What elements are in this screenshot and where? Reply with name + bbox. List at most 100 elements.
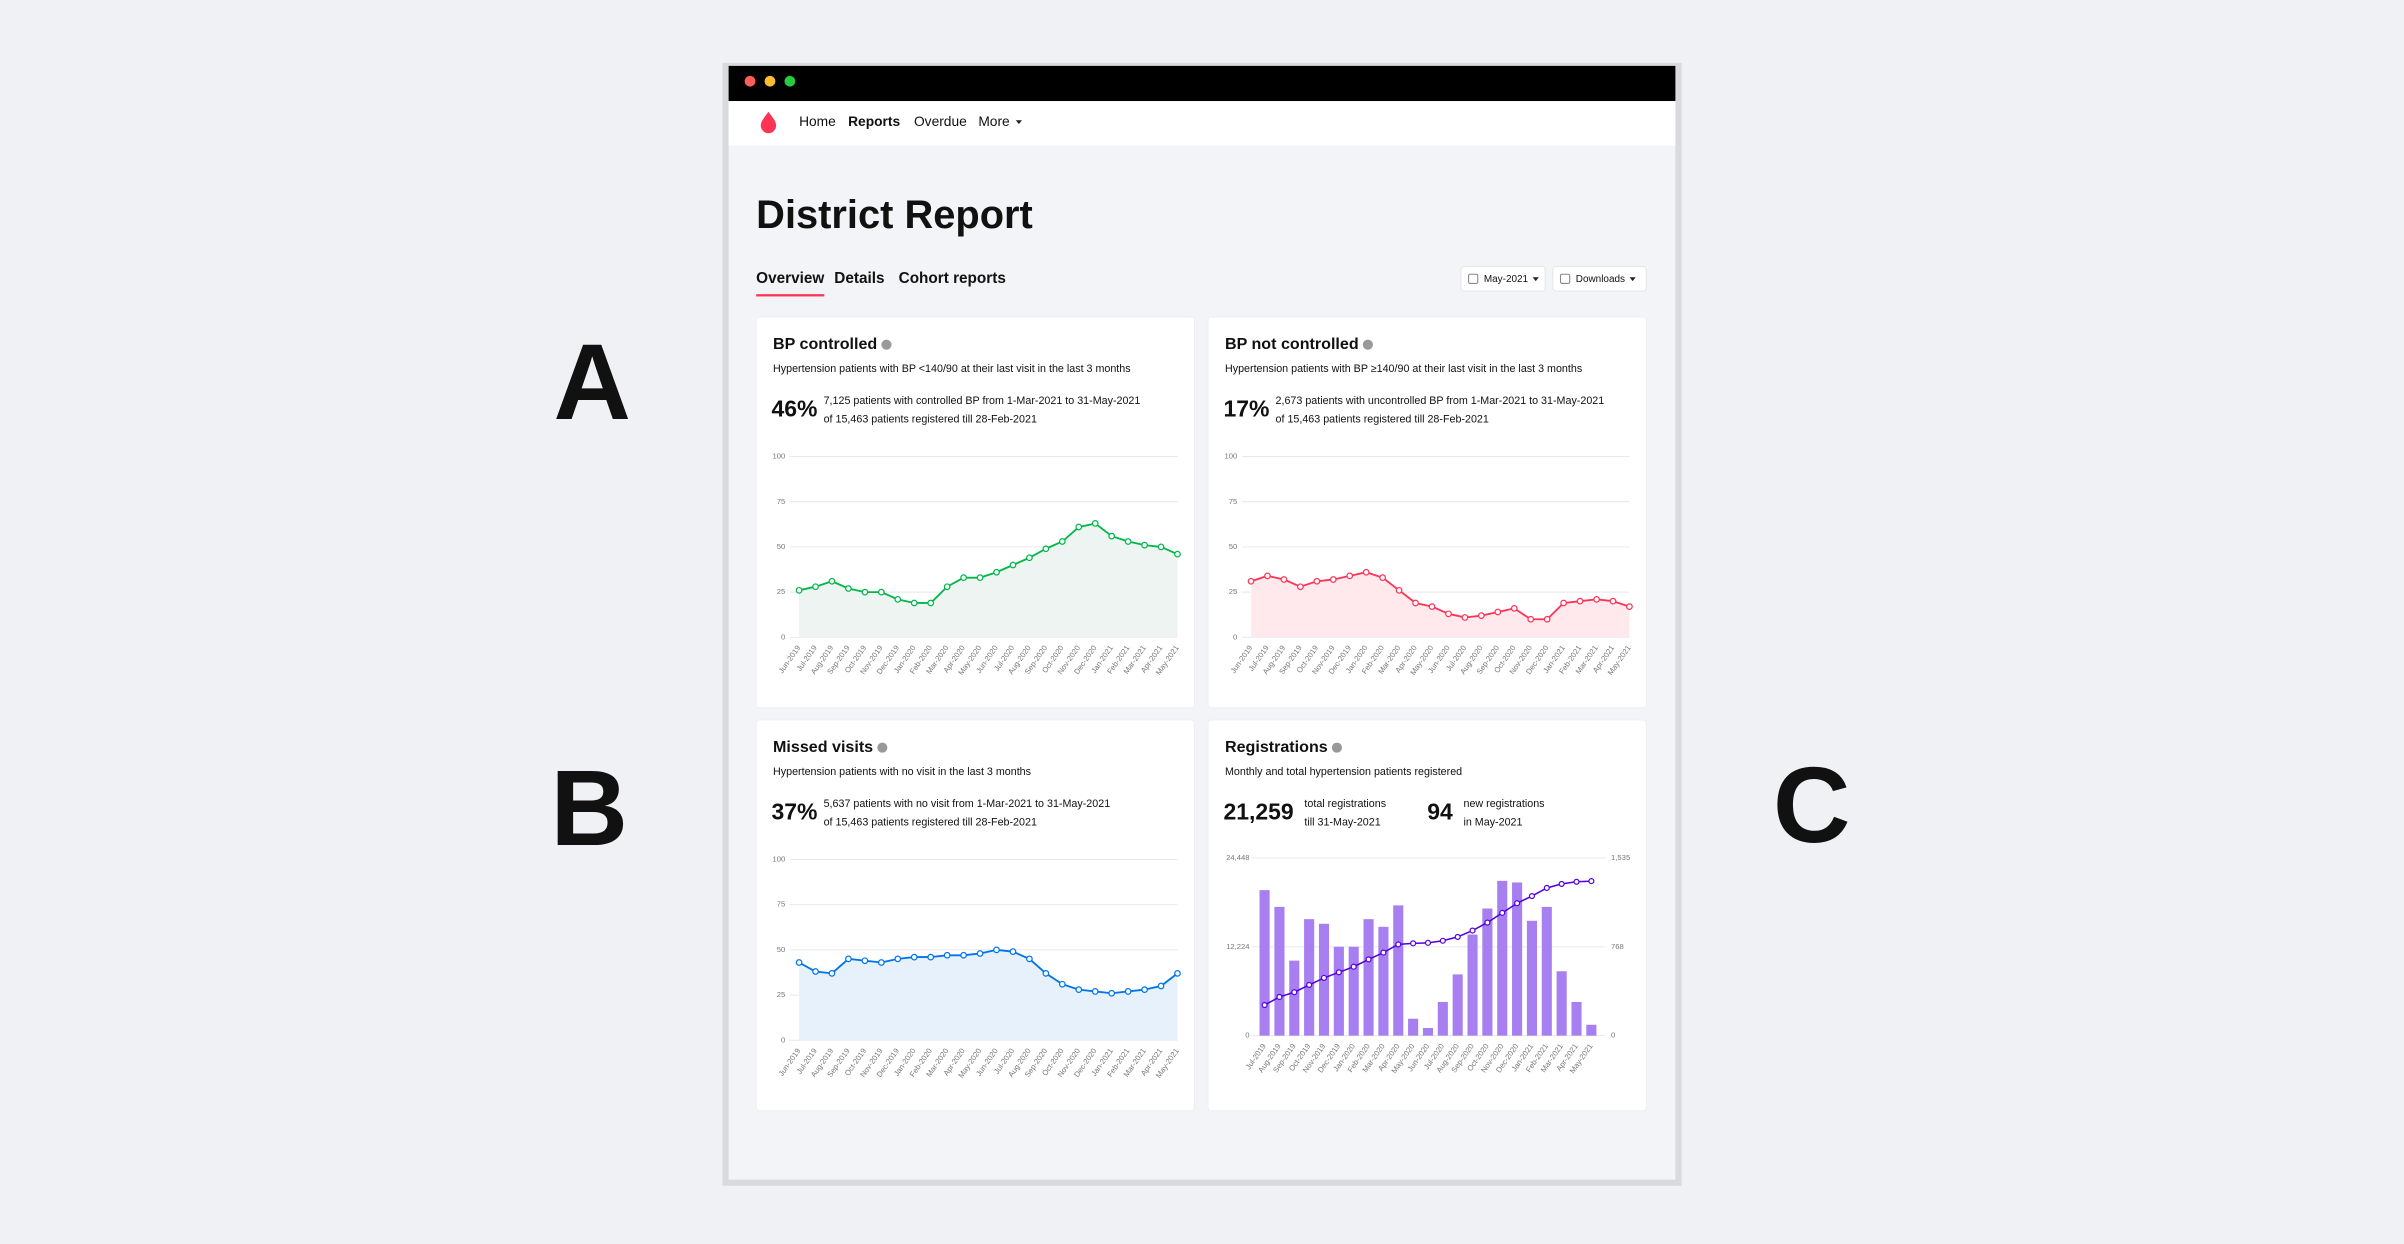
data-point[interactable] [1261,1001,1268,1009]
data-point[interactable] [1247,577,1255,585]
data-point[interactable] [910,599,918,607]
bar[interactable] [1452,974,1463,1036]
data-point[interactable] [1320,974,1328,981]
maximize-dot[interactable] [784,75,796,87]
data-point[interactable] [1276,993,1283,1001]
data-point[interactable] [812,968,819,975]
bar[interactable] [1378,926,1389,1036]
data-point[interactable] [1626,603,1633,610]
data-point[interactable] [1124,538,1132,545]
data-point[interactable] [1174,550,1181,558]
bar[interactable] [1482,908,1493,1036]
dropdown-label[interactable]: May-2021 [1484,274,1529,285]
data-point[interactable] [1379,574,1387,582]
data-point[interactable] [1543,884,1550,892]
data-point[interactable] [828,969,836,977]
data-point[interactable] [1439,937,1446,944]
data-point[interactable] [1291,989,1298,996]
data-point[interactable] [1306,981,1313,988]
bar[interactable] [1408,1018,1419,1036]
data-point[interactable] [927,599,935,607]
data-point[interactable] [1494,608,1502,616]
data-point[interactable] [1042,545,1050,553]
help-icon[interactable] [1331,742,1342,753]
data-point[interactable] [1380,949,1387,956]
data-point[interactable] [1560,599,1567,607]
bar[interactable] [1348,946,1359,1036]
data-point[interactable] [861,957,869,965]
data-point[interactable] [1576,597,1584,605]
minimize-dot[interactable] [764,75,776,87]
data-point[interactable] [1009,561,1017,569]
bar[interactable] [1497,880,1508,1036]
data-point[interactable] [894,595,902,603]
tab[interactable]: Overview [756,270,824,287]
data-point[interactable] [1174,969,1181,977]
data-point[interactable] [1477,612,1485,619]
data-point[interactable] [1543,615,1551,623]
data-point[interactable] [845,955,852,963]
data-point[interactable] [1042,969,1050,977]
tab[interactable]: Cohort reports [899,270,1006,287]
data-point[interactable] [877,588,885,596]
data-point[interactable] [1075,523,1083,531]
data-point[interactable] [1588,878,1595,885]
data-point[interactable] [812,583,819,591]
data-point[interactable] [1141,541,1148,549]
data-point[interactable] [877,959,885,966]
data-point[interactable] [1510,605,1518,612]
bar[interactable] [1571,1001,1582,1036]
help-icon[interactable] [1362,339,1373,350]
data-point[interactable] [1445,610,1452,618]
data-point[interactable] [1108,989,1116,997]
bar[interactable] [1422,1028,1434,1036]
data-point[interactable] [993,946,1000,954]
bar[interactable] [1556,971,1567,1036]
data-point[interactable] [1469,927,1476,934]
nav-item[interactable]: Home [799,114,836,129]
data-point[interactable] [1573,878,1580,885]
bar[interactable] [1586,1024,1597,1036]
data-point[interactable] [1346,572,1354,580]
data-point[interactable] [993,568,1000,576]
data-point[interactable] [1108,532,1116,540]
help-icon[interactable] [877,742,888,753]
data-point[interactable] [1026,955,1033,963]
bar[interactable] [1333,946,1344,1036]
data-point[interactable] [960,951,967,959]
data-point[interactable] [1026,554,1033,562]
data-point[interactable] [1395,586,1403,594]
data-point[interactable] [1335,969,1342,976]
data-point[interactable] [1593,595,1600,603]
data-point[interactable] [845,585,852,592]
data-point[interactable] [1329,576,1337,583]
data-point[interactable] [795,959,803,966]
data-point[interactable] [1091,988,1099,995]
bar[interactable] [1363,919,1374,1036]
dropdown-button[interactable] [1552,266,1647,292]
bar[interactable] [1526,920,1538,1036]
bar[interactable] [1467,934,1478,1036]
data-point[interactable] [1461,614,1469,621]
logo[interactable] [760,111,777,134]
data-point[interactable] [1009,948,1017,956]
nav-item[interactable]: More [978,114,1010,129]
data-point[interactable] [1428,603,1436,610]
data-point[interactable] [1058,538,1066,545]
data-point[interactable] [1514,900,1521,907]
data-point[interactable] [910,953,918,961]
bar[interactable] [1393,905,1404,1036]
bar[interactable] [1259,890,1270,1036]
dropdown-label[interactable]: Downloads [1576,274,1625,285]
data-point[interactable] [1424,939,1432,946]
data-point[interactable] [1264,572,1271,580]
data-point[interactable] [1499,909,1506,916]
data-point[interactable] [828,577,836,585]
help-icon[interactable] [881,339,892,350]
tab[interactable]: Details [834,270,884,287]
bar[interactable] [1304,919,1315,1036]
data-point[interactable] [1528,892,1536,900]
data-point[interactable] [1362,568,1370,576]
bar[interactable] [1274,906,1285,1036]
data-point[interactable] [1280,576,1288,583]
